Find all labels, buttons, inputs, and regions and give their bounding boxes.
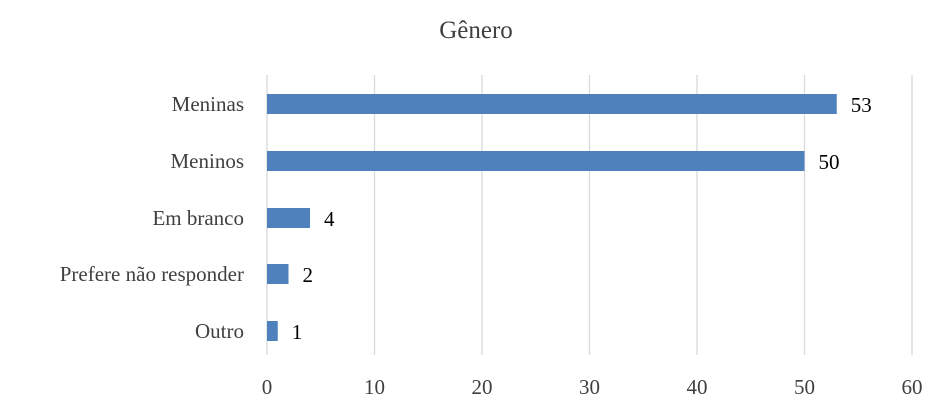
x-tick-label: 60 bbox=[902, 375, 923, 399]
bar bbox=[267, 321, 278, 341]
x-axis-tick-labels: 0 10 20 30 40 50 60 bbox=[262, 375, 923, 399]
category-label: Outro bbox=[195, 319, 244, 343]
data-label: 50 bbox=[819, 150, 840, 174]
bars bbox=[267, 94, 837, 341]
x-tick-label: 20 bbox=[472, 375, 493, 399]
data-label: 1 bbox=[292, 320, 303, 344]
x-tick-label: 10 bbox=[364, 375, 385, 399]
x-tick-label: 50 bbox=[794, 375, 815, 399]
category-labels: Meninas Meninos Em branco Prefere não respo… bbox=[60, 92, 244, 343]
data-label: 53 bbox=[851, 93, 872, 117]
bar bbox=[267, 208, 310, 228]
gridlines bbox=[266, 75, 913, 355]
data-label: 4 bbox=[324, 207, 335, 231]
x-tick-label: 30 bbox=[579, 375, 600, 399]
x-tick-label: 40 bbox=[687, 375, 708, 399]
data-labels: 53 50 4 2 1 bbox=[292, 93, 872, 344]
bar bbox=[267, 94, 837, 114]
data-label: 2 bbox=[303, 263, 314, 287]
category-label: Meninos bbox=[171, 149, 245, 173]
bar bbox=[267, 264, 289, 284]
category-label: Em branco bbox=[152, 206, 244, 230]
bar bbox=[267, 151, 805, 171]
category-label: Meninas bbox=[172, 92, 244, 116]
category-label: Prefere não responder bbox=[60, 262, 244, 286]
chart-title: Gênero bbox=[439, 17, 513, 44]
x-tick-label: 0 bbox=[262, 375, 273, 399]
